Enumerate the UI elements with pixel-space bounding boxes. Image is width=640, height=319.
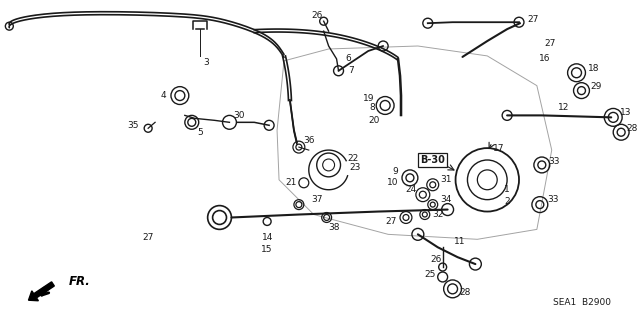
Text: 14: 14 (262, 233, 273, 242)
Text: B-30: B-30 (420, 155, 445, 165)
Text: 16: 16 (539, 54, 550, 63)
Text: 31: 31 (440, 175, 451, 184)
Text: 30: 30 (234, 111, 245, 120)
Text: 34: 34 (440, 195, 451, 204)
Text: 27: 27 (385, 217, 397, 226)
Text: 17: 17 (493, 144, 505, 152)
Text: 35: 35 (127, 121, 139, 130)
Text: 26: 26 (311, 11, 323, 20)
Text: 11: 11 (454, 237, 465, 246)
Text: 12: 12 (558, 103, 570, 112)
Text: 33: 33 (548, 158, 559, 167)
Text: SEA1  B2900: SEA1 B2900 (553, 298, 611, 307)
Text: 21: 21 (285, 178, 296, 187)
Text: 10: 10 (387, 178, 399, 187)
Text: 3: 3 (204, 58, 209, 67)
Text: 8: 8 (369, 103, 375, 112)
Text: 6: 6 (346, 54, 351, 63)
Text: 36: 36 (303, 136, 314, 145)
Text: 38: 38 (328, 223, 339, 232)
Text: 28: 28 (627, 124, 637, 133)
Text: 24: 24 (405, 185, 417, 194)
Text: 1: 1 (504, 185, 510, 194)
Text: 9: 9 (392, 167, 398, 176)
Text: 29: 29 (591, 82, 602, 91)
Text: 18: 18 (588, 64, 599, 73)
Text: 32: 32 (432, 210, 444, 219)
Text: FR.: FR. (69, 275, 91, 288)
Text: 25: 25 (424, 271, 435, 279)
Text: 20: 20 (369, 116, 380, 125)
Text: 19: 19 (362, 94, 374, 103)
Text: 22: 22 (348, 153, 359, 162)
Text: 28: 28 (460, 288, 471, 297)
Text: 27: 27 (143, 233, 154, 242)
Text: 5: 5 (197, 128, 203, 137)
Text: 4: 4 (160, 91, 166, 100)
Text: 26: 26 (430, 255, 442, 263)
Text: 37: 37 (311, 195, 323, 204)
Text: 33: 33 (547, 195, 559, 204)
Text: 2: 2 (504, 197, 510, 206)
Text: 23: 23 (349, 163, 361, 173)
Text: 27: 27 (544, 39, 556, 48)
Text: 7: 7 (349, 66, 355, 75)
Text: 15: 15 (261, 245, 273, 254)
Text: 13: 13 (620, 108, 632, 117)
Text: 27: 27 (527, 15, 539, 24)
FancyArrow shape (29, 282, 54, 301)
